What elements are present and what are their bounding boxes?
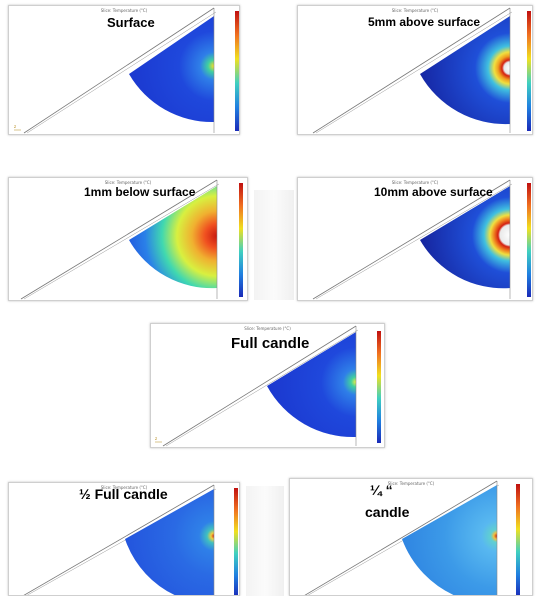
plot-header: Slice: Temperature (°C): [391, 180, 439, 185]
panel-quarter-candle: Slice: Temperature (°C) ¼ “ candle: [289, 478, 533, 596]
panel-label: 10mm above surface: [374, 185, 493, 199]
temperature-slice-plot: [20, 179, 243, 300]
background-smudge: [246, 486, 284, 596]
temperature-slice-plot: [312, 179, 531, 300]
plot-header: Slice: Temperature (°C): [244, 326, 291, 331]
background-smudge: [254, 190, 294, 300]
colorbar: [527, 183, 531, 297]
svg-text:z: z: [14, 124, 16, 129]
colorbar: [516, 484, 520, 595]
symmetry-line: [23, 7, 215, 134]
temperature-field: [420, 16, 510, 125]
panel-surface: Slice: Temperature (°C) z Surface: [8, 5, 240, 135]
panel-5mm-above-surface: Slice: Temperature (°C): [297, 5, 533, 135]
panel-label: 1mm below surface: [84, 185, 196, 199]
panel-label: ½ Full candle: [79, 486, 168, 502]
svg-text:z: z: [155, 436, 157, 441]
panel-10mm-above-surface: Slice: Temperature (°C): [297, 177, 533, 301]
panel-full-candle: Slice: Temperature (°C) z Full candle: [150, 323, 385, 448]
temperature-slice-plot: [304, 480, 520, 595]
temperature-slice-plot: z: [14, 7, 217, 134]
colorbar: [527, 11, 531, 131]
plot-header: Slice: Temperature (°C): [387, 481, 435, 486]
colorbar: [377, 331, 381, 443]
temperature-field: [420, 186, 510, 289]
temperature-field: [402, 485, 497, 595]
temperature-slice-plot: [312, 7, 531, 134]
temperature-slice-plot: z: [155, 325, 381, 447]
panel-label-line-2: candle: [365, 504, 410, 520]
colorbar: [234, 488, 238, 595]
plot-header: Slice: Temperature (°C): [100, 485, 148, 490]
panel-label: 5mm above surface: [368, 15, 481, 29]
plot-header: Slice: Temperature (°C): [100, 8, 148, 13]
temperature-field: [129, 16, 214, 123]
temperature-field: [267, 332, 356, 438]
panel-half-full-candle: Slice: Temperature (°C) ½ Full candle: [8, 482, 240, 596]
plot-header: Slice: Temperature (°C): [104, 180, 152, 185]
panel-label-line-1: ¼ “: [370, 482, 393, 498]
temperature-field: [125, 489, 214, 595]
temperature-field: [129, 186, 217, 289]
panel-1mm-below-surface: Slice: Temperature (°C) 1mm b: [8, 177, 248, 301]
colorbar: [239, 183, 243, 297]
plot-header: Slice: Temperature (°C): [391, 8, 439, 13]
panel-label: Full candle: [231, 335, 310, 352]
panel-label: Surface: [107, 15, 155, 30]
temperature-slice-plot: [23, 484, 238, 595]
